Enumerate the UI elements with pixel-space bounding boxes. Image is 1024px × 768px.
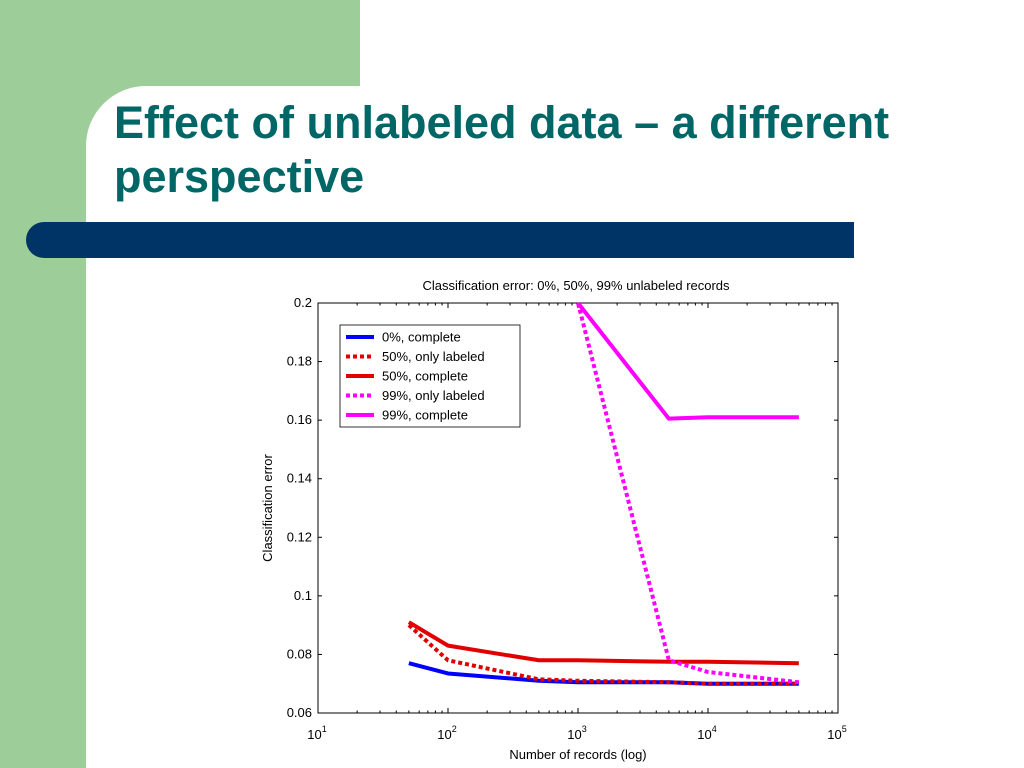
legend-label: 50%, only labeled xyxy=(382,349,485,364)
legend-label: 99%, complete xyxy=(382,408,468,423)
x-tick-exponent: 1 xyxy=(322,724,327,734)
series-line-50-only-labeled xyxy=(407,623,799,686)
y-tick-label: 0.16 xyxy=(287,412,312,427)
y-axis-label: Classification error xyxy=(260,454,275,562)
x-tick-base: 10 xyxy=(307,727,321,742)
x-tick-exponent: 2 xyxy=(452,724,457,734)
x-tick-exponent: 5 xyxy=(842,724,847,734)
title-underline-bar xyxy=(26,222,854,258)
x-tick-label: 104 xyxy=(697,724,716,742)
x-tick-exponent: 3 xyxy=(582,724,587,734)
y-tick-label: 0.08 xyxy=(287,646,312,661)
legend-label: 0%, complete xyxy=(382,330,461,345)
chart-legend: 0%, complete 50%, only labeled 50%, comple… xyxy=(339,324,521,428)
chart-title: Classification error: 0%, 50%, 99% unlab… xyxy=(422,278,730,293)
y-tick-label: 0.14 xyxy=(287,471,312,486)
y-tick-label: 0.06 xyxy=(287,705,312,720)
x-tick-label: 101 xyxy=(307,724,326,742)
x-axis-label: Number of records (log) xyxy=(509,747,646,762)
x-axis-ticks: 101 102 103 104 105 xyxy=(307,303,847,742)
series-lines xyxy=(407,301,800,686)
series-line-99-only-labeled xyxy=(576,302,800,685)
x-tick-label: 102 xyxy=(437,724,456,742)
x-tick-base: 10 xyxy=(437,727,451,742)
legend-label: 99%, only labeled xyxy=(382,388,485,403)
x-tick-label: 103 xyxy=(567,724,586,742)
series-line-99-complete xyxy=(576,301,799,421)
y-tick-label: 0.18 xyxy=(287,354,312,369)
x-tick-exponent: 4 xyxy=(712,724,717,734)
y-tick-label: 0.12 xyxy=(287,529,312,544)
legend-label: 50%, complete xyxy=(382,369,468,384)
classification-error-chart: Classification error: 0%, 50%, 99% unlab… xyxy=(260,278,847,762)
slide-title: Effect of unlabeled data – a different p… xyxy=(114,97,890,202)
x-tick-base: 10 xyxy=(697,727,711,742)
series-line-50-complete xyxy=(407,620,799,666)
x-tick-base: 10 xyxy=(827,727,841,742)
y-axis-ticks: 0.06 0.08 0.1 0.12 0.14 0.16 0.18 0.2 xyxy=(287,295,838,720)
x-tick-label: 105 xyxy=(827,724,846,742)
y-tick-label: 0.1 xyxy=(294,588,312,603)
x-tick-base: 10 xyxy=(567,727,581,742)
y-tick-label: 0.2 xyxy=(294,295,312,310)
